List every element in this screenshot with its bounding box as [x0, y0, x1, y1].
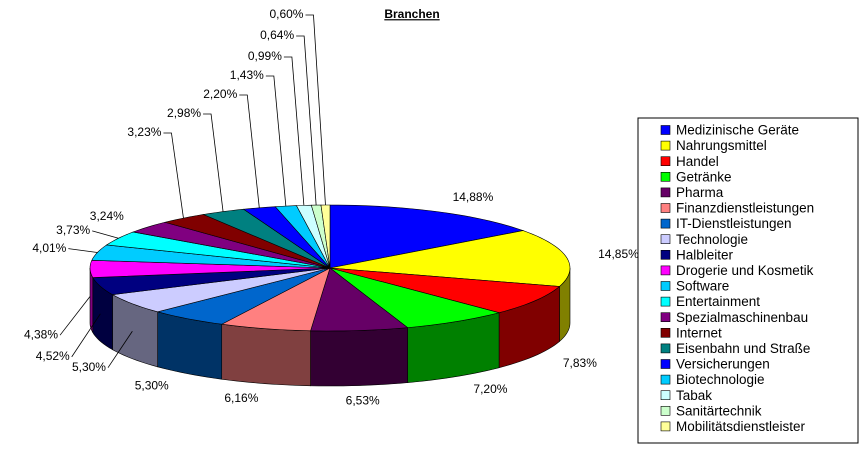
legend-label: Technologie — [676, 232, 748, 247]
slice — [92, 267, 331, 295]
slice-side — [310, 327, 408, 387]
slice — [329, 230, 571, 287]
slice — [105, 231, 331, 269]
legend-label: Halbleiter — [676, 247, 734, 262]
leader-line — [59, 296, 91, 336]
legend-label: Software — [676, 279, 729, 294]
legend-swatch — [660, 421, 671, 432]
leader-line — [92, 230, 119, 239]
data-label: 2,20% — [203, 87, 237, 101]
legend-swatch — [660, 312, 671, 323]
legend-label: Entertainment — [676, 294, 760, 309]
legend-label: Tabak — [676, 388, 712, 403]
leader-line — [265, 75, 287, 207]
legend-swatch — [660, 140, 671, 151]
slice — [329, 267, 500, 328]
legend-swatch — [660, 172, 671, 182]
legend-swatch — [660, 390, 671, 401]
data-label: 5,30% — [72, 360, 106, 374]
legend-label: Sanitärtechnik — [676, 403, 762, 418]
legend-label: Getränke — [676, 169, 732, 184]
legend: Medizinische GeräteNahrungsmittelHandelG… — [660, 123, 814, 434]
slice — [111, 267, 331, 313]
data-label: 3,24% — [90, 209, 124, 223]
slice — [131, 221, 331, 269]
legend-swatch — [660, 125, 671, 135]
legend-box — [637, 117, 859, 444]
legend-label: Spezialmaschinenbau — [676, 310, 808, 325]
data-label: 3,23% — [127, 125, 161, 139]
slice — [329, 204, 525, 269]
legend-swatch — [660, 343, 671, 354]
slice — [329, 267, 561, 314]
data-label: 14,88% — [453, 190, 494, 204]
data-label: 0,99% — [248, 49, 282, 63]
legend-swatch — [660, 374, 671, 385]
leader-line — [296, 35, 317, 206]
leader-line — [283, 56, 305, 206]
slice — [220, 267, 331, 332]
data-label: 7,83% — [563, 356, 597, 370]
legend-swatch — [660, 234, 671, 244]
legend-label: Eisenbahn und Straße — [676, 341, 810, 356]
data-label: 0,60% — [269, 7, 303, 21]
leader-line — [107, 331, 133, 368]
legend-swatch — [660, 281, 671, 291]
leader-line — [305, 14, 326, 206]
legend-label: Mobilitätsdienstleister — [676, 419, 806, 434]
slice — [89, 259, 331, 278]
legend-label: Internet — [676, 325, 722, 340]
data-label: 2,98% — [167, 106, 201, 120]
legend-swatch — [660, 359, 671, 369]
legend-swatch — [660, 250, 671, 260]
data-label: 0,64% — [260, 28, 294, 42]
legend-swatch — [660, 218, 671, 229]
legend-swatch — [660, 296, 671, 307]
legend-swatch — [660, 203, 671, 213]
legend-swatch — [660, 327, 671, 338]
legend-label: Pharma — [676, 185, 724, 200]
slice — [156, 267, 331, 325]
legend-label: IT-Dienstleistungen — [676, 216, 792, 231]
data-label: 3,73% — [56, 223, 90, 237]
legend-label: Medizinische Geräte — [676, 123, 799, 138]
data-label: 1,43% — [230, 68, 264, 82]
data-label: 4,01% — [32, 241, 66, 255]
legend-label: Finanzdienstleistungen — [676, 201, 814, 216]
legend-label: Biotechnologie — [676, 372, 765, 387]
chart-title: Branchen — [384, 7, 439, 21]
data-label: 6,16% — [224, 391, 258, 405]
data-label: 4,52% — [36, 349, 70, 363]
leader-line — [203, 113, 224, 212]
data-label: 5,30% — [135, 379, 169, 393]
legend-label: Versicherungen — [676, 357, 770, 372]
legend-label: Handel — [676, 154, 719, 169]
legend-swatch — [660, 187, 671, 198]
data-label: 7,20% — [473, 382, 507, 396]
data-label: 6,53% — [346, 393, 380, 407]
slice-side — [89, 267, 94, 333]
legend-label: Drogerie und Kosmetik — [676, 263, 814, 278]
leader-line — [68, 248, 98, 253]
slice — [202, 208, 331, 269]
data-label: 4,38% — [24, 327, 58, 341]
legend-label: Nahrungsmittel — [676, 138, 767, 153]
slice-side — [221, 323, 311, 387]
legend-swatch — [660, 265, 671, 276]
legend-swatch — [660, 156, 671, 166]
slice — [310, 267, 409, 332]
legend-swatch — [660, 405, 671, 416]
leader-line — [71, 313, 101, 358]
leader-line — [163, 132, 184, 219]
data-label: 14,85% — [598, 247, 639, 261]
leader-line — [239, 94, 260, 208]
